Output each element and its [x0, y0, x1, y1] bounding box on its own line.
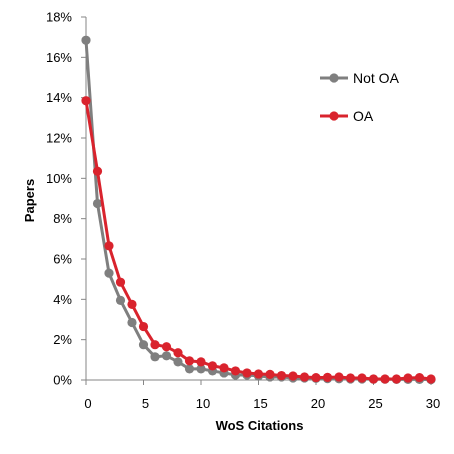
- y-tick-label: 10%: [46, 171, 72, 186]
- data-point-not-oa[interactable]: [196, 364, 206, 374]
- x-axis-title: WoS Citations: [216, 418, 304, 433]
- y-tick-label: 4%: [53, 292, 72, 307]
- data-point-oa[interactable]: [150, 340, 160, 350]
- data-point-oa[interactable]: [357, 373, 367, 383]
- data-point-not-oa[interactable]: [138, 340, 149, 350]
- data-point-oa[interactable]: [184, 356, 195, 366]
- data-point-oa[interactable]: [230, 366, 241, 376]
- data-point-oa[interactable]: [288, 371, 298, 381]
- legend-swatch-marker-not-oa: [329, 73, 339, 83]
- y-tick-label: 18%: [46, 10, 72, 25]
- x-tick-label: 5: [142, 396, 149, 411]
- legend-item-not-oa[interactable]: Not OA: [320, 70, 400, 86]
- series-oa: [81, 96, 436, 384]
- data-point-oa[interactable]: [173, 348, 183, 358]
- data-point-oa[interactable]: [196, 357, 206, 367]
- data-point-oa[interactable]: [311, 372, 321, 383]
- data-point-not-oa[interactable]: [81, 35, 91, 45]
- y-tick-label: 8%: [53, 211, 72, 226]
- y-tick-label: 6%: [53, 252, 72, 267]
- data-point-not-oa[interactable]: [104, 268, 114, 278]
- data-point-oa[interactable]: [115, 277, 126, 287]
- data-point-oa[interactable]: [207, 361, 218, 371]
- data-point-oa[interactable]: [92, 166, 103, 176]
- data-point-oa[interactable]: [299, 372, 310, 382]
- data-point-not-oa[interactable]: [184, 364, 195, 374]
- data-point-oa[interactable]: [219, 363, 229, 373]
- data-point-oa[interactable]: [345, 373, 356, 383]
- series-line-not-oa: [84, 40, 432, 382]
- legend-label-not-oa: Not OA: [353, 70, 400, 86]
- data-point-oa[interactable]: [242, 368, 252, 378]
- data-point-oa[interactable]: [127, 299, 137, 309]
- data-point-not-oa[interactable]: [127, 317, 137, 328]
- data-point-not-oa[interactable]: [161, 351, 172, 361]
- data-point-oa[interactable]: [426, 374, 436, 384]
- data-point-oa[interactable]: [265, 369, 275, 379]
- data-point-not-oa[interactable]: [115, 295, 126, 305]
- y-axis-ticks: 0% 2% 4% 6% 8% 10% 12% 14% 16% 18%: [46, 10, 86, 388]
- x-axis-ticks: 0 5 10 15 20 25 30: [84, 380, 440, 411]
- x-tick-label: 25: [368, 396, 382, 411]
- data-point-not-oa[interactable]: [92, 198, 103, 209]
- data-point-oa[interactable]: [138, 321, 149, 332]
- legend-item-oa[interactable]: OA: [320, 108, 374, 124]
- series-line-oa: [84, 100, 432, 381]
- data-point-oa[interactable]: [414, 372, 425, 383]
- data-point-oa[interactable]: [322, 372, 333, 382]
- data-point-oa[interactable]: [403, 373, 413, 383]
- data-point-not-oa[interactable]: [150, 352, 160, 362]
- data-point-oa[interactable]: [253, 369, 264, 379]
- y-tick-label: 0%: [53, 373, 72, 388]
- legend: Not OA OA: [320, 70, 400, 124]
- data-point-oa[interactable]: [391, 374, 402, 384]
- x-tick-label: 20: [311, 396, 325, 411]
- x-tick-label: 0: [84, 396, 91, 411]
- data-point-oa[interactable]: [81, 96, 91, 106]
- data-point-oa[interactable]: [380, 374, 390, 384]
- series-layer: [81, 35, 436, 385]
- data-point-oa[interactable]: [276, 370, 287, 381]
- data-point-not-oa[interactable]: [173, 357, 183, 367]
- series-not-oa: [81, 35, 436, 385]
- x-tick-label: 15: [253, 396, 267, 411]
- x-tick-label: 10: [196, 396, 210, 411]
- data-point-oa[interactable]: [334, 372, 344, 382]
- data-point-oa[interactable]: [104, 241, 114, 251]
- data-point-oa[interactable]: [368, 374, 379, 384]
- y-tick-label: 2%: [53, 332, 72, 347]
- y-axis-title: Papers: [22, 179, 37, 222]
- y-tick-label: 12%: [46, 131, 72, 146]
- y-tick-label: 16%: [46, 50, 72, 65]
- data-point-oa[interactable]: [161, 342, 172, 352]
- y-tick-label: 14%: [46, 90, 72, 105]
- legend-label-oa: OA: [353, 108, 374, 124]
- legend-swatch-marker-oa: [329, 111, 339, 121]
- x-tick-label: 30: [426, 396, 440, 411]
